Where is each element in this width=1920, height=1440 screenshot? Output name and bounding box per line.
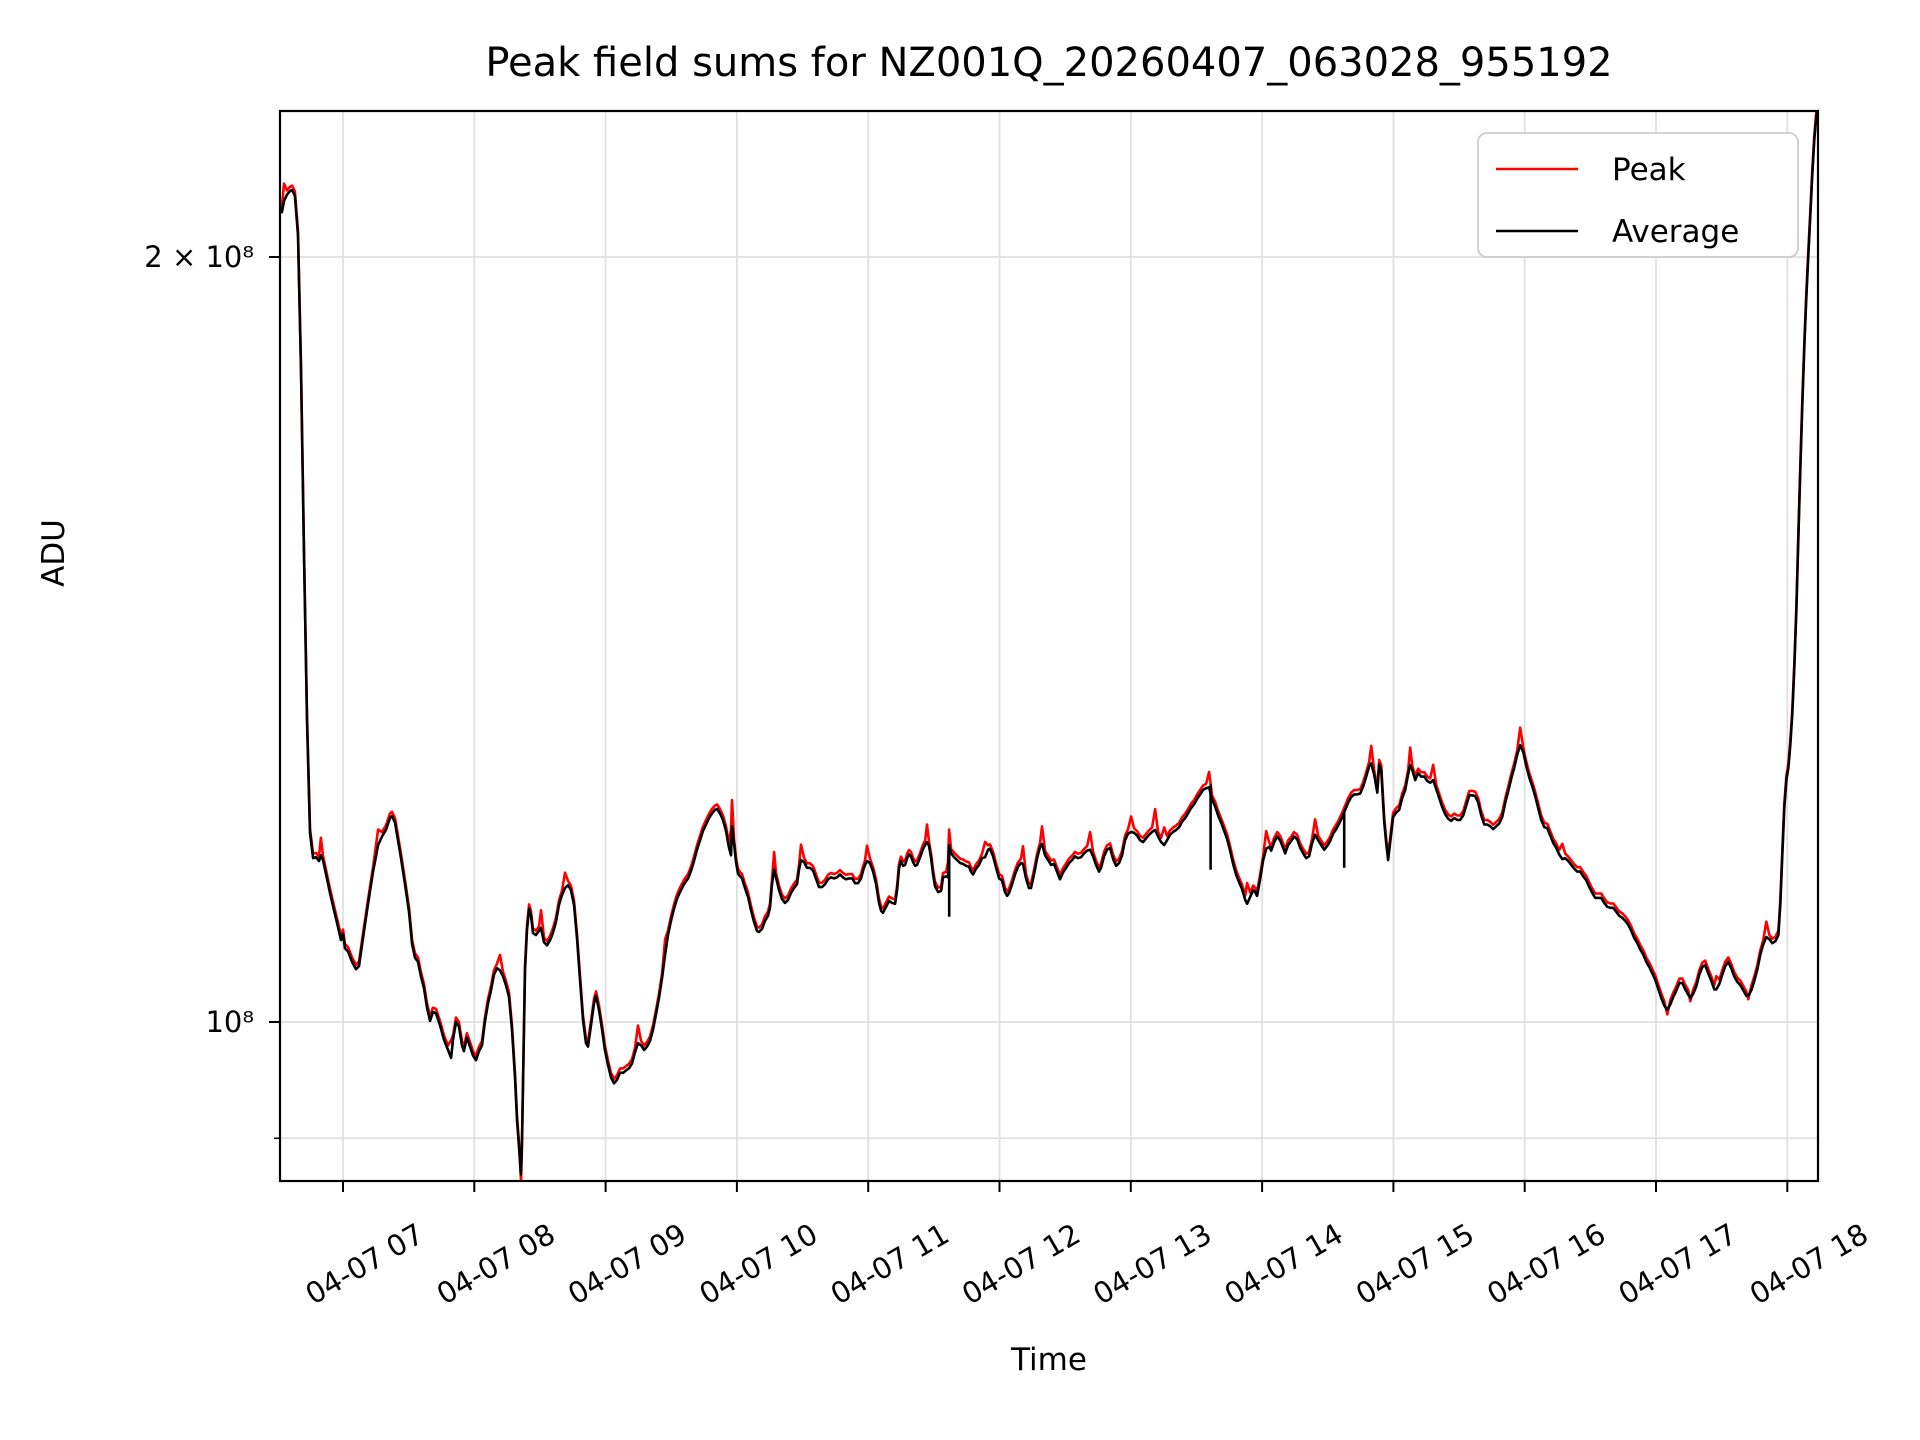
legend-peak-label: Peak (1612, 152, 1686, 188)
plot-frame (278, 109, 1820, 1183)
x-tick-label: 04-07 14 (1219, 1217, 1349, 1312)
y-tick-label: 10⁸ (205, 1005, 254, 1039)
x-tick-label: 04-07 17 (1613, 1217, 1743, 1312)
axis-ticks (269, 256, 1789, 1192)
x-tick-label: 04-07 16 (1481, 1217, 1611, 1312)
legend: Peak Average (1477, 132, 1799, 258)
x-tick-label: 04-07 10 (693, 1217, 823, 1312)
x-tick-label: 04-07 11 (825, 1217, 955, 1312)
x-axis-label: Time (1010, 1342, 1087, 1378)
x-tick-label: 04-07 13 (1087, 1217, 1217, 1312)
y-axis-label: ADU (36, 519, 72, 587)
axis-tick-labels: 04-07 07 04-07 08 04-07 09 04-07 10 04-07 11… (144, 240, 1874, 1311)
x-tick-label: 04-07 09 (562, 1217, 692, 1312)
average-series-line (280, 111, 1818, 1176)
x-tick-label: 04-07 18 (1744, 1217, 1874, 1312)
data-series (280, 111, 1818, 1181)
x-tick-label: 04-07 15 (1350, 1217, 1480, 1312)
legend-box (1477, 132, 1799, 258)
x-tick-label: 04-07 08 (431, 1217, 561, 1312)
y-tick-label: 2 × 10⁸ (144, 240, 254, 274)
x-tick-label: 04-07 12 (956, 1217, 1086, 1312)
chart-title: Peak field sums for NZ001Q_20260407_0630… (485, 40, 1612, 86)
peak-series-line (280, 111, 1818, 1181)
x-tick-label: 04-07 07 (300, 1217, 430, 1312)
legend-average-label: Average (1612, 214, 1739, 250)
